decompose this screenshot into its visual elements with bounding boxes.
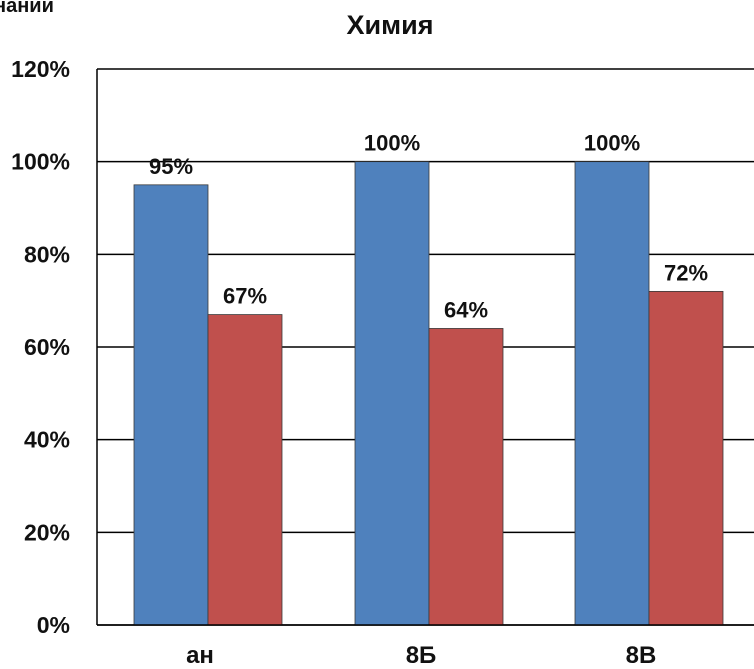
y-tick-label: 100% (11, 149, 70, 175)
bar (574, 161, 650, 626)
bar (207, 314, 283, 626)
y-tick-label: 80% (24, 241, 70, 267)
corner-text: наний (0, 0, 54, 17)
chart-title: Химия (347, 10, 434, 40)
y-tick-label: 20% (24, 519, 70, 545)
y-axis: 0% 20% 40% 60% 80% 100% 120% (11, 56, 98, 638)
bar (428, 328, 504, 626)
bars (133, 161, 724, 626)
data-label: 100% (364, 131, 420, 156)
data-label: 100% (584, 131, 640, 156)
x-tick-label: 8Б (406, 642, 437, 669)
y-tick-label: 120% (11, 56, 70, 82)
x-tick-label: ан (186, 642, 214, 669)
bar (648, 290, 724, 626)
y-tick-label: 0% (37, 612, 70, 638)
data-label: 64% (444, 297, 488, 322)
data-label: 72% (664, 260, 708, 285)
bar (354, 161, 430, 626)
data-labels: 95% 100% 100% 67% 64% 72% (149, 131, 708, 323)
y-tick-label: 60% (24, 334, 70, 360)
x-tick-label: 8В (626, 642, 657, 669)
y-tick-label: 40% (24, 427, 70, 453)
data-label: 95% (149, 154, 193, 179)
data-label: 67% (223, 284, 267, 309)
bar (133, 184, 209, 626)
x-axis: ан 8Б 8В (97, 624, 754, 669)
